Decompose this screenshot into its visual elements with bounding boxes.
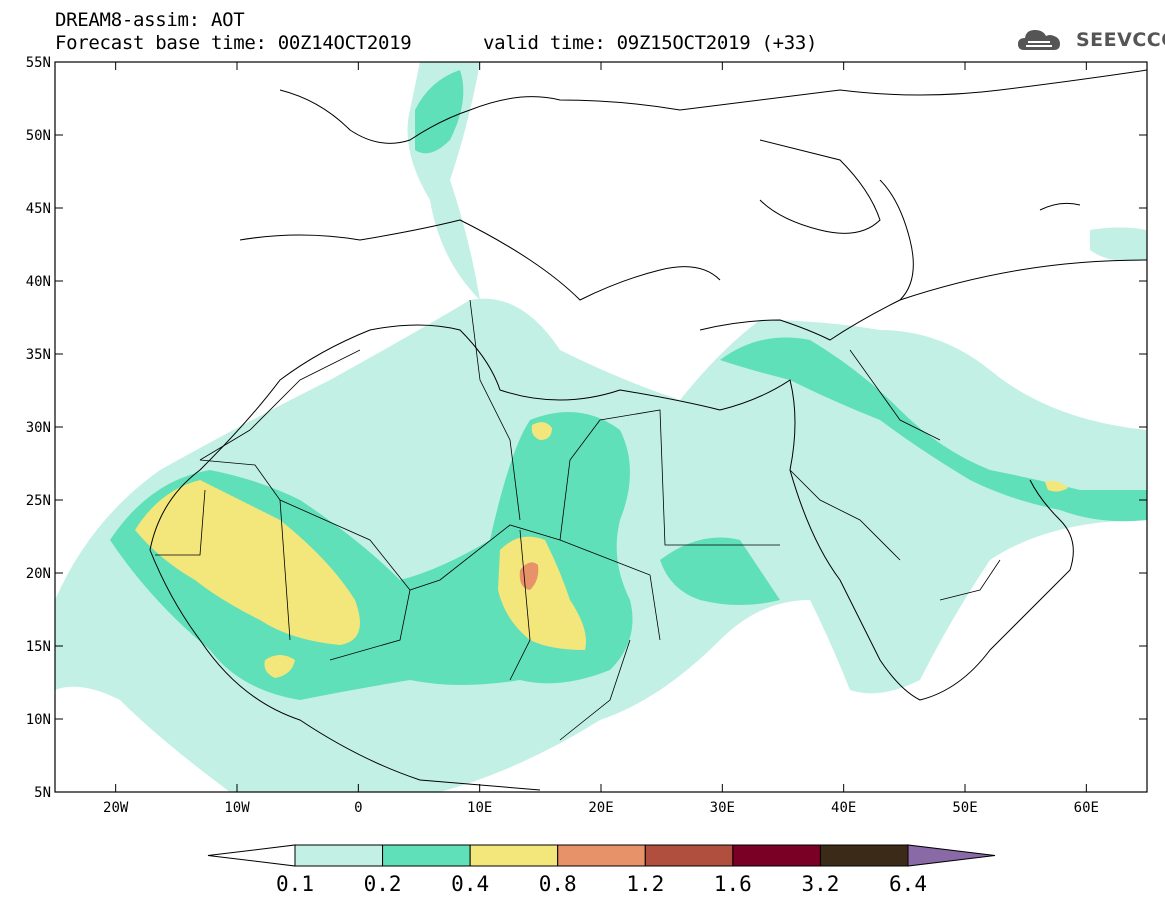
coastlines — [149, 69, 1147, 791]
colorbar-swatch — [819, 844, 909, 867]
colorbar-high-arrow — [907, 844, 996, 867]
colorbar-swatch — [557, 844, 646, 867]
valid-time: valid time: 09Z15OCT2019 (+33) — [483, 32, 818, 54]
lat-label: 25N — [26, 493, 51, 509]
lat-label: 15N — [26, 639, 51, 655]
colorbar-swatch — [644, 844, 734, 867]
latitude-axis: 55N 50N 45N 40N 35N 30N 25N 20N 15N 10N 5N — [26, 55, 1147, 801]
country-borders — [155, 299, 1001, 741]
colorbar-label: 0.1 — [276, 872, 314, 896]
colorbar-label: 6.4 — [889, 872, 927, 896]
lat-label: 35N — [26, 347, 51, 363]
lon-label: 20E — [588, 800, 613, 816]
lon-label: 50E — [952, 800, 977, 816]
colorbar-low-arrow — [207, 844, 296, 867]
colorbar-swatch — [469, 844, 559, 867]
longitude-axis: 20W 10W 0 10E 20E 30E 40E 50E 60E — [103, 62, 1099, 816]
lat-label: 20N — [26, 566, 51, 582]
logo-text: SEEVCCC — [1076, 29, 1165, 51]
colorbar-swatch — [294, 844, 384, 867]
lon-label: 0 — [354, 800, 362, 816]
lon-label: 30E — [710, 800, 735, 816]
colorbar-label: 1.6 — [713, 872, 752, 896]
lon-label: 60E — [1074, 800, 1099, 816]
lon-label: 10E — [467, 800, 492, 816]
colorbar-label: 0.2 — [363, 872, 402, 896]
lat-label: 55N — [26, 55, 51, 71]
colorbar-swatch — [382, 844, 471, 867]
lat-label: 5N — [34, 785, 51, 801]
cloud-logo-icon — [1018, 30, 1060, 50]
aot-contours — [55, 62, 1147, 792]
lat-label: 45N — [26, 201, 51, 217]
lon-label: 10W — [224, 800, 250, 816]
colorbar-label: 1.2 — [626, 872, 665, 896]
lat-label: 30N — [26, 420, 51, 436]
colorbar-swatch — [732, 844, 821, 867]
forecast-base-time: Forecast base time: 00Z14OCT2019 — [55, 32, 412, 54]
colorbar-label: 0.4 — [451, 872, 490, 896]
colorbar — [207, 844, 996, 867]
colorbar-label: 0.8 — [538, 872, 577, 896]
colorbar-label: 3.2 — [801, 872, 840, 896]
lat-label: 40N — [26, 274, 51, 290]
lon-label: 40E — [831, 800, 856, 816]
lon-label: 20W — [103, 800, 129, 816]
map-title: DREAM8-assim: AOT — [55, 9, 245, 31]
lat-label: 10N — [26, 712, 51, 728]
lat-label: 50N — [26, 128, 51, 144]
